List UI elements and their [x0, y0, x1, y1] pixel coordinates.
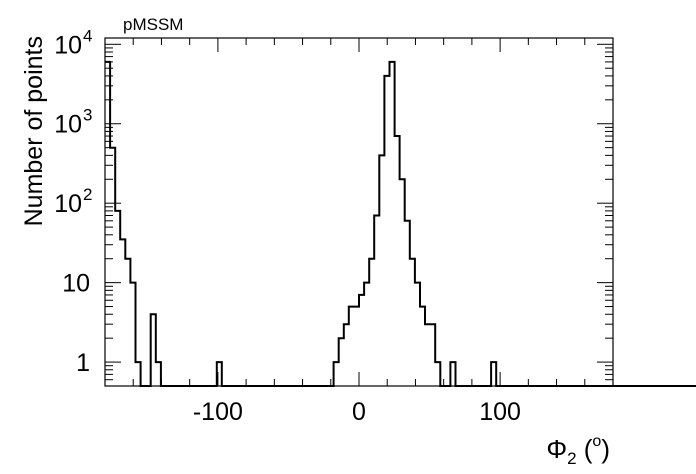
y-tick-label-exponent: 2 [83, 185, 92, 204]
y-tick-label-exponent: 4 [83, 26, 92, 45]
x-tick-label: 0 [352, 398, 366, 426]
x-axis-unit-close: ) [601, 434, 610, 464]
x-tick-labels: -100 0 100 [193, 398, 521, 426]
y-tick-label: 10 [62, 270, 90, 298]
y-tick-label-exponent: 3 [83, 106, 92, 125]
histogram-series [105, 60, 696, 387]
axis-ticks [104, 38, 614, 387]
y-tick-label: 10 [54, 190, 82, 218]
plot-frame [104, 37, 614, 387]
x-tick-label: -100 [193, 398, 243, 426]
x-axis-unit-degree: o [592, 433, 601, 450]
y-tick-label: 1 [76, 349, 90, 377]
y-axis-label: Number of points [20, 36, 48, 226]
y-tick-label: 10 [54, 111, 82, 139]
y-tick-label: 10 [54, 31, 82, 59]
x-axis-label: Φ2 (o) [546, 433, 610, 468]
x-tick-label: 100 [479, 398, 521, 426]
x-axis-symbol: Φ [546, 434, 567, 464]
chart-title: pMSSM [123, 15, 183, 34]
x-axis-subscript: 2 [567, 449, 576, 468]
x-axis-unit-open: ( [577, 434, 593, 464]
